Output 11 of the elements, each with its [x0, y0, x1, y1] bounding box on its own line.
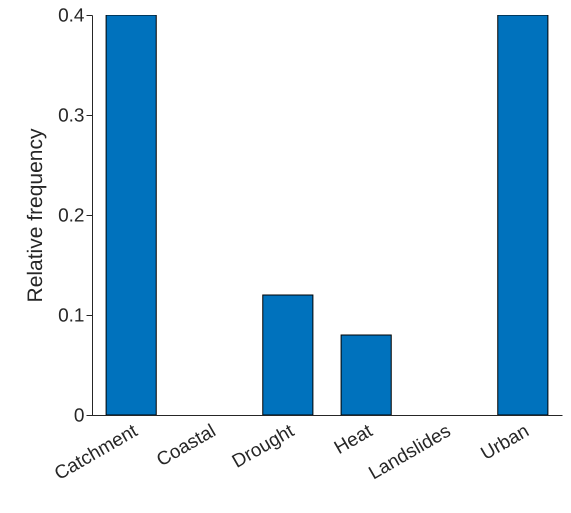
bar: [106, 15, 157, 415]
bar: [262, 294, 314, 415]
y-tick-label: 0.1: [58, 306, 84, 326]
y-axis-title: Relative frequency: [24, 128, 48, 302]
y-tick-label: 0: [74, 406, 84, 426]
y-tick-label: 0.2: [58, 206, 84, 226]
y-tick-label: 0.4: [58, 6, 85, 26]
bar: [340, 334, 392, 415]
y-tick-label: 0.3: [58, 106, 84, 126]
x-tick-label: Urban: [478, 420, 533, 465]
bar: [497, 15, 548, 415]
